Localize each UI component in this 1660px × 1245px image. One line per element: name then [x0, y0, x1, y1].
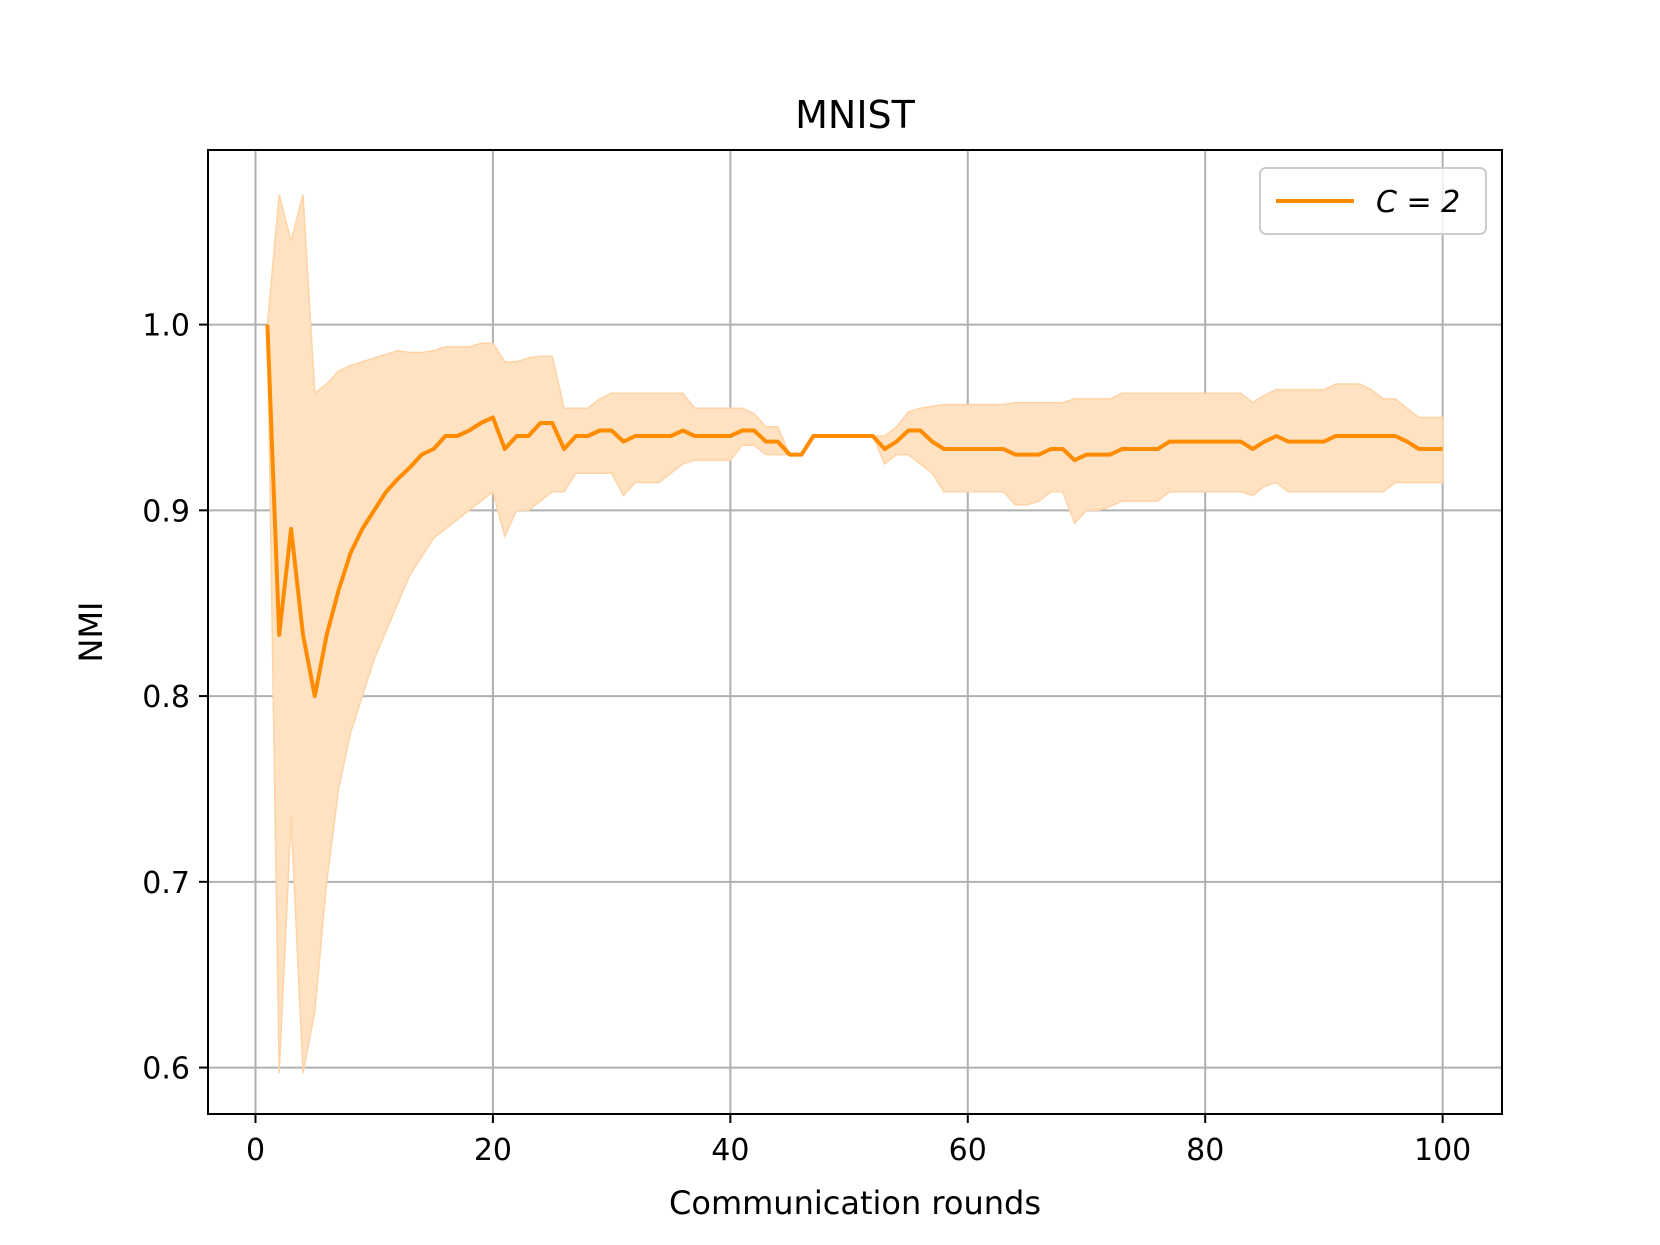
- x-tick-label: 40: [711, 1133, 749, 1168]
- legend: C = 2: [1259, 167, 1487, 235]
- y-tick-label: 0.9: [142, 494, 190, 529]
- x-tick-label: 0: [246, 1133, 265, 1168]
- y-axis-label: NMI: [72, 602, 110, 663]
- x-tick-label: 100: [1414, 1133, 1471, 1168]
- x-tick-label: 20: [474, 1133, 512, 1168]
- y-tick-label: 1.0: [142, 309, 190, 344]
- x-axis-label: Communication rounds: [669, 1184, 1041, 1222]
- x-tick-label: 80: [1186, 1133, 1224, 1168]
- grid-lines: [208, 150, 1502, 1114]
- plot-area-frame: [207, 149, 1503, 1115]
- y-tick-label: 0.8: [142, 680, 190, 715]
- x-tick-label: 60: [949, 1133, 987, 1168]
- legend-label: C = 2: [1376, 185, 1460, 220]
- series-line-c2: [265, 324, 1443, 699]
- legend-box: [1259, 167, 1487, 235]
- series-line-layer: [265, 324, 1443, 699]
- y-tick-label: 0.7: [142, 866, 190, 901]
- y-tick-label: 0.6: [142, 1052, 190, 1087]
- axis-ticks: 0 20 40 60 80 100 0.6 0.7 0.8 0.9 1.0: [142, 309, 1471, 1168]
- chart-title: MNIST: [795, 93, 916, 137]
